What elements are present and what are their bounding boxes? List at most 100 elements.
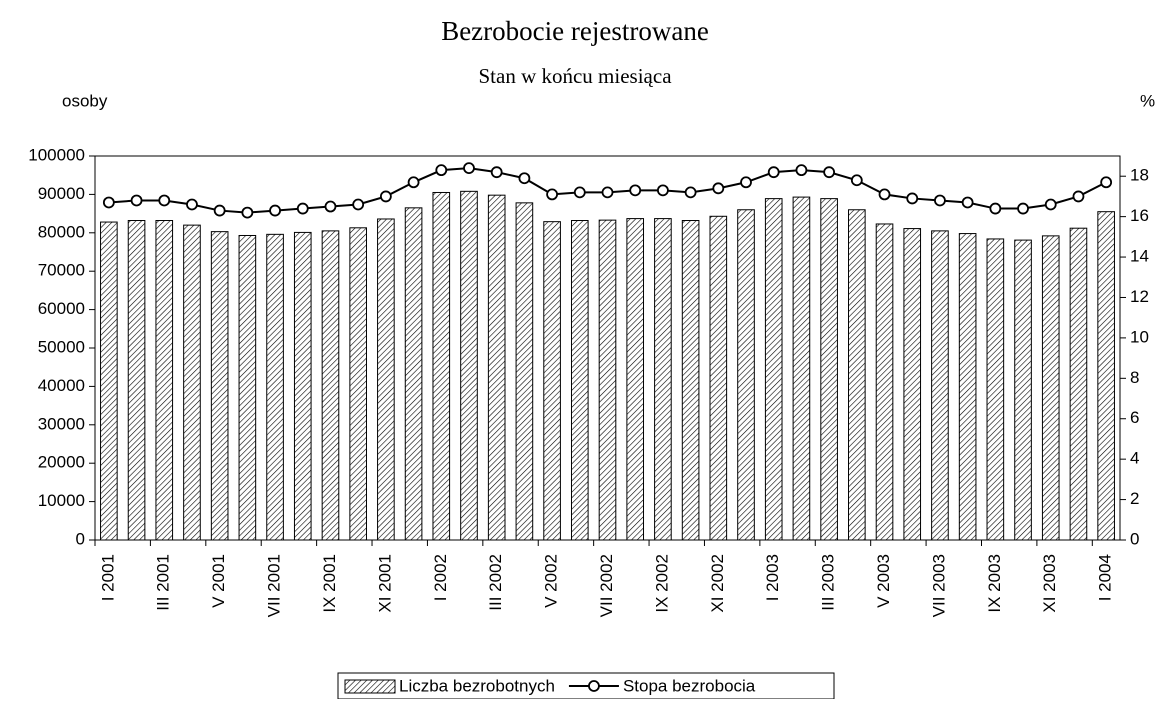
line-point (1072, 190, 1085, 203)
bar (404, 207, 423, 541)
x-tick-label: IX 2001 (320, 554, 339, 613)
x-tick-label: V 2003 (874, 554, 893, 608)
line-point (102, 196, 115, 209)
y2-tick-label: 6 (1130, 408, 1139, 427)
y-tick-label: 60000 (38, 299, 85, 318)
bar (377, 218, 395, 541)
line-point (906, 192, 919, 205)
line-point (850, 174, 863, 187)
x-tick-label: I 2001 (98, 554, 117, 601)
bar (349, 227, 367, 541)
line-point (934, 194, 946, 207)
bar (321, 230, 340, 541)
bar (903, 228, 922, 541)
y2-tick-label: 0 (1130, 529, 1139, 548)
line-point (823, 166, 836, 179)
y2-tick-label: 18 (1130, 166, 1149, 185)
bar (875, 223, 894, 541)
bar (820, 198, 838, 541)
bar (210, 231, 229, 541)
y-tick-label: 70000 (38, 261, 85, 280)
bar (737, 209, 755, 541)
line-point (352, 198, 365, 211)
x-tick-label: I 2002 (431, 554, 450, 601)
x-tick-label: IX 2002 (652, 554, 671, 613)
legend-label: Stopa bezrobocia (623, 676, 756, 695)
chart-title: Bezrobocie rejestrowane (441, 16, 709, 46)
line-point (989, 202, 1002, 215)
x-tick-label: VII 2003 (929, 554, 948, 617)
x-tick-label: IX 2003 (985, 554, 1004, 613)
bar (986, 238, 1005, 541)
line-point (213, 204, 226, 217)
line-point (878, 188, 891, 201)
legend-swatch (588, 680, 600, 692)
line-point (1044, 198, 1057, 211)
line-point (324, 200, 337, 213)
line-point (130, 194, 143, 207)
line-point (767, 166, 780, 179)
bar (183, 224, 201, 541)
y-tick-label: 40000 (38, 376, 85, 395)
bar (654, 218, 672, 541)
x-tick-label: III 2002 (486, 554, 505, 611)
line-point (740, 176, 752, 189)
line-point (158, 194, 171, 207)
bar (598, 219, 617, 541)
x-tick-label: VII 2001 (265, 554, 284, 617)
line-point (269, 204, 281, 217)
bar (681, 220, 700, 541)
bar (238, 234, 257, 541)
bar (266, 233, 284, 541)
x-tick-label: III 2003 (819, 554, 838, 611)
y2-axis-label: % (1140, 91, 1155, 110)
y2-tick-label: 14 (1130, 247, 1149, 266)
line-point (435, 164, 448, 177)
y2-tick-label: 8 (1130, 368, 1139, 387)
line-point (657, 184, 669, 197)
y2-tick-label: 4 (1130, 449, 1139, 468)
x-tick-label: XI 2001 (375, 554, 394, 613)
x-tick-label: I 2003 (763, 554, 782, 601)
bar (543, 221, 561, 541)
line-point (573, 186, 586, 199)
line-point (1017, 202, 1029, 215)
y-axis-label: osoby (62, 91, 108, 110)
y-tick-label: 10000 (38, 491, 85, 510)
line-point (601, 186, 614, 199)
legend: Liczba bezrobotnych Stopa bezrobocia (337, 672, 835, 700)
line-point (296, 202, 309, 215)
x-tick-label: III 2001 (154, 554, 173, 611)
bar (1041, 235, 1060, 541)
bar (958, 233, 977, 541)
line-point (379, 190, 392, 203)
bar (626, 218, 645, 541)
bar (570, 220, 589, 541)
line-point (407, 176, 420, 189)
bar (709, 215, 728, 541)
line-point (518, 172, 531, 185)
x-tick-label: V 2001 (209, 554, 228, 608)
line-point (712, 182, 725, 195)
y-tick-label: 20000 (38, 453, 85, 472)
line-point (546, 188, 558, 201)
y2-tick-label: 10 (1130, 327, 1149, 346)
bar (764, 198, 783, 541)
line-point (684, 186, 697, 199)
legend-label: Liczba bezrobotnych (399, 676, 555, 695)
bar (100, 221, 118, 541)
y-tick-label: 90000 (38, 184, 85, 203)
line-point (795, 164, 808, 177)
y2-tick-label: 12 (1130, 287, 1149, 306)
line-point (1100, 176, 1113, 189)
chart-subtitle: Stan w końcu miesiąca (478, 64, 672, 88)
line-point (490, 166, 503, 179)
y2-tick-label: 2 (1130, 489, 1139, 508)
legend-swatch (344, 679, 396, 694)
bar (515, 202, 534, 541)
y-tick-label: 30000 (38, 414, 85, 433)
y-tick-label: 0 (76, 529, 85, 548)
x-tick-label: XI 2002 (708, 554, 727, 613)
bar (1069, 227, 1088, 541)
